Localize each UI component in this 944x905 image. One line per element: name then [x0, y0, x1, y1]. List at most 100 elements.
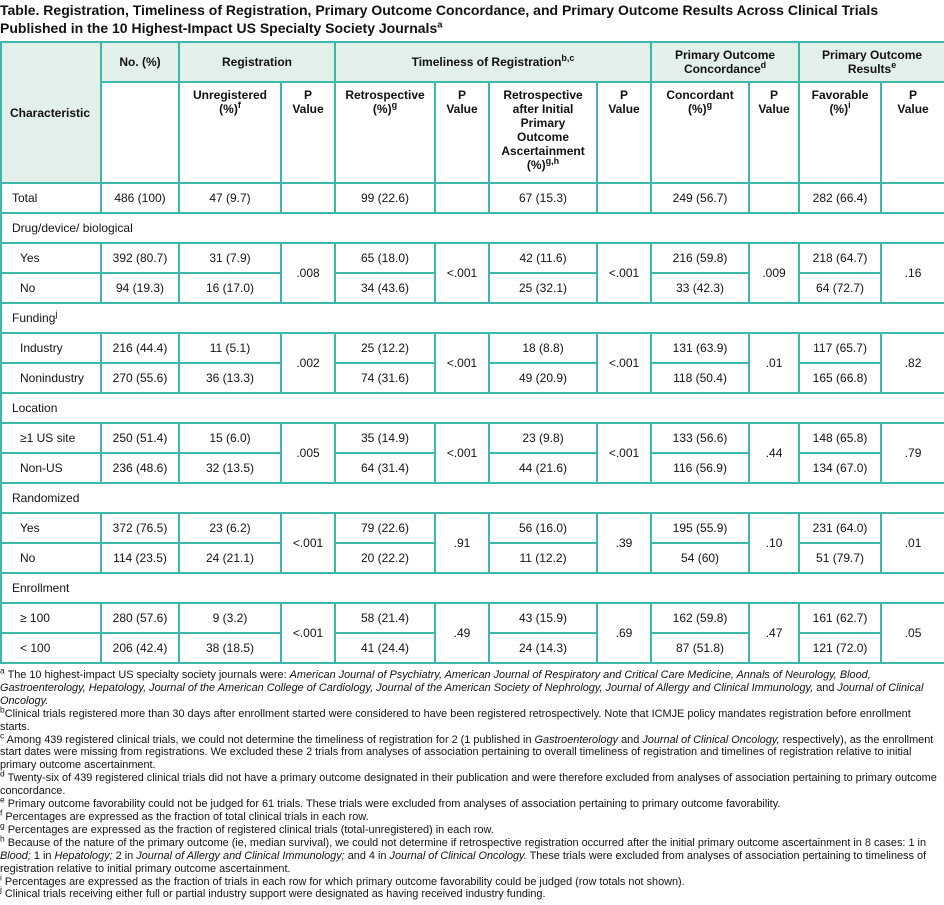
- cell-p-value: .01: [880, 512, 944, 574]
- cell-unregistered: 16 (17.0): [178, 272, 282, 304]
- cell-no: 236 (48.6): [100, 452, 180, 484]
- col-header-characteristic: Characteristic: [0, 41, 102, 184]
- cell-no: 280 (57.6): [100, 602, 180, 634]
- footnote-marker: e: [0, 794, 5, 805]
- cell-retro-after: 44 (21.6): [488, 452, 599, 484]
- cell-retro-after: 42 (11.6): [488, 242, 599, 274]
- footnote-a: a The 10 highest-impact US specialty soc…: [0, 665, 924, 707]
- cell-retrospective: 41 (24.4): [334, 632, 437, 664]
- cell-unregistered: 32 (13.5): [178, 452, 282, 484]
- data-row: ≥1 US site 250 (51.4) 15 (6.0) .005 35 (…: [0, 422, 944, 484]
- cell-p-value: .82: [880, 332, 944, 394]
- data-row: ≥ 100 280 (57.6) 9 (3.2) <.001 58 (21.4)…: [0, 602, 944, 664]
- footnote-b: bClinical trials registered more than 30…: [0, 704, 911, 733]
- section-row-randomized: Randomized: [0, 482, 944, 514]
- row-label: ≥ 100: [0, 602, 102, 634]
- cell-retrospective: 25 (12.2): [334, 332, 437, 364]
- cell-p-value: .002: [279, 332, 337, 394]
- cell-unregistered: 9 (3.2): [178, 602, 282, 634]
- row-label: Yes: [0, 512, 102, 544]
- footnote-marker: b: [0, 704, 5, 715]
- cell-p-value: [596, 182, 653, 214]
- header-group-row: Characteristic No. (%) Registration Time…: [0, 41, 944, 184]
- clinical-trials-table: Characteristic No. (%) Registration Time…: [0, 41, 944, 664]
- data-row: Nonindustry 270 (55.6) 36 (13.3) 74 (31.…: [0, 362, 944, 394]
- section-label: Fundingj: [0, 302, 944, 334]
- cell-retro-after: 23 (9.8): [488, 422, 599, 454]
- cell-retro-after: 43 (15.9): [488, 602, 599, 634]
- subheader-retrospective: Retrospective (%)g: [334, 81, 437, 184]
- footnote-marker: a: [0, 665, 5, 676]
- footnote-e: e Primary outcome favorability could not…: [0, 794, 781, 811]
- cell-p-value: .005: [279, 422, 337, 484]
- cell-concordant: 116 (56.9): [650, 452, 751, 484]
- cell-retro-after: 24 (14.3): [488, 632, 599, 664]
- cell-favorable: 231 (64.0): [798, 512, 883, 544]
- cell-p-value: [434, 182, 491, 214]
- subheader-retro-after-ascertainment: Retrospective after Initial Primary Outc…: [488, 81, 599, 184]
- table-title-footnote-marker: a: [437, 18, 443, 30]
- row-label: Non-US: [0, 452, 102, 484]
- cell-p-value: .79: [880, 422, 944, 484]
- footnote-marker: d: [0, 768, 5, 779]
- section-label: Randomized: [0, 482, 944, 514]
- section-row-funding: Fundingj: [0, 302, 944, 334]
- cell-favorable: 134 (67.0): [798, 452, 883, 484]
- data-row: Non-US 236 (48.6) 32 (13.5) 64 (31.4) 44…: [0, 452, 944, 484]
- cell-unregistered: 38 (18.5): [178, 632, 282, 664]
- footnote-marker: g: [0, 820, 5, 831]
- cell-no: 250 (51.4): [100, 422, 180, 454]
- col-group-timeliness: Timeliness of Registrationb,c: [334, 41, 653, 83]
- cell-p-value: .16: [880, 242, 944, 304]
- cell-concordant: 87 (51.8): [650, 632, 751, 664]
- footnote-marker: c: [0, 729, 5, 740]
- cell-no: 114 (23.5): [100, 542, 180, 574]
- cell-unregistered: 23 (6.2): [178, 512, 282, 544]
- data-row: < 100 206 (42.4) 38 (18.5) 41 (24.4) 24 …: [0, 632, 944, 664]
- row-label: Industry: [0, 332, 102, 364]
- cell-p-value: .008: [279, 242, 337, 304]
- row-label: < 100: [0, 632, 102, 664]
- cell-unregistered: 36 (13.3): [178, 362, 282, 394]
- cell-retrospective: 58 (21.4): [334, 602, 437, 634]
- footnote-d: d Twenty-six of 439 registered clinical …: [0, 768, 937, 798]
- cell-p-value: .39: [596, 512, 653, 574]
- cell-no: 486 (100): [100, 182, 180, 214]
- cell-retro-after: 18 (8.8): [488, 332, 599, 364]
- footnote-j: j Clinical trials receiving either full …: [0, 884, 546, 901]
- subheader-p-value: P Value: [434, 81, 491, 184]
- cell-retro-after: 67 (15.3): [488, 182, 599, 214]
- cell-favorable: 51 (79.7): [798, 542, 883, 574]
- cell-unregistered: 31 (7.9): [178, 242, 282, 274]
- cell-retrospective: 20 (22.2): [334, 542, 437, 574]
- section-row-enrollment: Enrollment: [0, 572, 944, 604]
- footnote-g: g Percentages are expressed as the fract…: [0, 820, 494, 836]
- cell-p-value: <.001: [279, 512, 337, 574]
- cell-unregistered: 24 (21.1): [178, 542, 282, 574]
- subheader-p-value: P Value: [596, 81, 653, 184]
- cell-no: 216 (44.4): [100, 332, 180, 364]
- cell-favorable: 64 (72.7): [798, 272, 883, 304]
- cell-retrospective: 64 (31.4): [334, 452, 437, 484]
- cell-favorable: 165 (66.8): [798, 362, 883, 394]
- cell-concordant: 162 (59.8): [650, 602, 751, 634]
- section-label: Enrollment: [0, 572, 944, 604]
- cell-favorable: 148 (65.8): [798, 422, 883, 454]
- cell-retrospective: 79 (22.6): [334, 512, 437, 544]
- cell-retrospective: 65 (18.0): [334, 242, 437, 274]
- cell-retro-after: 11 (12.2): [488, 542, 599, 574]
- cell-p-value: <.001: [279, 602, 337, 664]
- cell-retrospective: 34 (43.6): [334, 272, 437, 304]
- cell-p-value: <.001: [596, 422, 653, 484]
- cell-retro-after: 49 (20.9): [488, 362, 599, 394]
- cell-retrospective: 74 (31.6): [334, 362, 437, 394]
- cell-concordant: 249 (56.7): [650, 182, 751, 214]
- cell-favorable: 218 (64.7): [798, 242, 883, 274]
- cell-favorable: 161 (62.7): [798, 602, 883, 634]
- footnotes: a The 10 highest-impact US specialty soc…: [0, 664, 944, 905]
- cell-no: 94 (19.3): [100, 272, 180, 304]
- cell-p-value: .10: [748, 512, 801, 574]
- subheader-unregistered: Unregistered (%)f: [178, 81, 282, 184]
- data-row: Industry 216 (44.4) 11 (5.1) .002 25 (12…: [0, 332, 944, 394]
